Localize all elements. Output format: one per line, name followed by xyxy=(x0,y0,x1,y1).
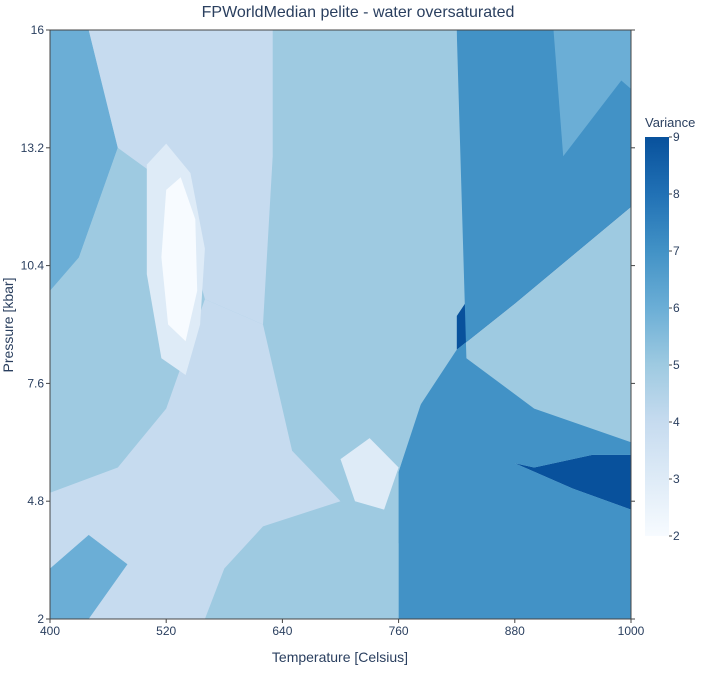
x-tick-label: 880 xyxy=(505,624,525,638)
chart-title: FPWorldMedian pelite - water oversaturat… xyxy=(202,4,515,21)
y-tick-label: 13.2 xyxy=(21,141,45,155)
y-tick-label: 2 xyxy=(37,612,44,626)
colorbar-tick-label: 5 xyxy=(673,358,680,372)
colorbar-tick-label: 9 xyxy=(673,130,680,144)
heatmap-plot-area xyxy=(50,30,631,619)
colorbar-title: Variance xyxy=(645,115,695,130)
y-tick-label: 10.4 xyxy=(21,259,45,273)
x-tick-label: 1000 xyxy=(618,624,645,638)
y-axis-label: Pressure [kbar] xyxy=(0,278,16,373)
colorbar-tick-label: 7 xyxy=(673,244,680,258)
colorbar-tick-label: 3 xyxy=(673,472,680,486)
colorbar-tick-label: 4 xyxy=(673,415,680,429)
colorbar-gradient xyxy=(645,137,669,536)
y-tick-label: 7.6 xyxy=(27,376,44,390)
x-tick-label: 760 xyxy=(389,624,409,638)
colorbar-tick-label: 2 xyxy=(673,529,680,543)
x-tick-label: 400 xyxy=(40,624,60,638)
y-tick-label: 4.8 xyxy=(27,494,44,508)
x-tick-label: 640 xyxy=(272,624,292,638)
x-tick-label: 520 xyxy=(156,624,176,638)
y-tick-label: 16 xyxy=(31,23,45,37)
x-axis-label: Temperature [Celsius] xyxy=(272,649,408,665)
colorbar-tick-label: 6 xyxy=(673,301,680,315)
colorbar-tick-label: 8 xyxy=(673,187,680,201)
